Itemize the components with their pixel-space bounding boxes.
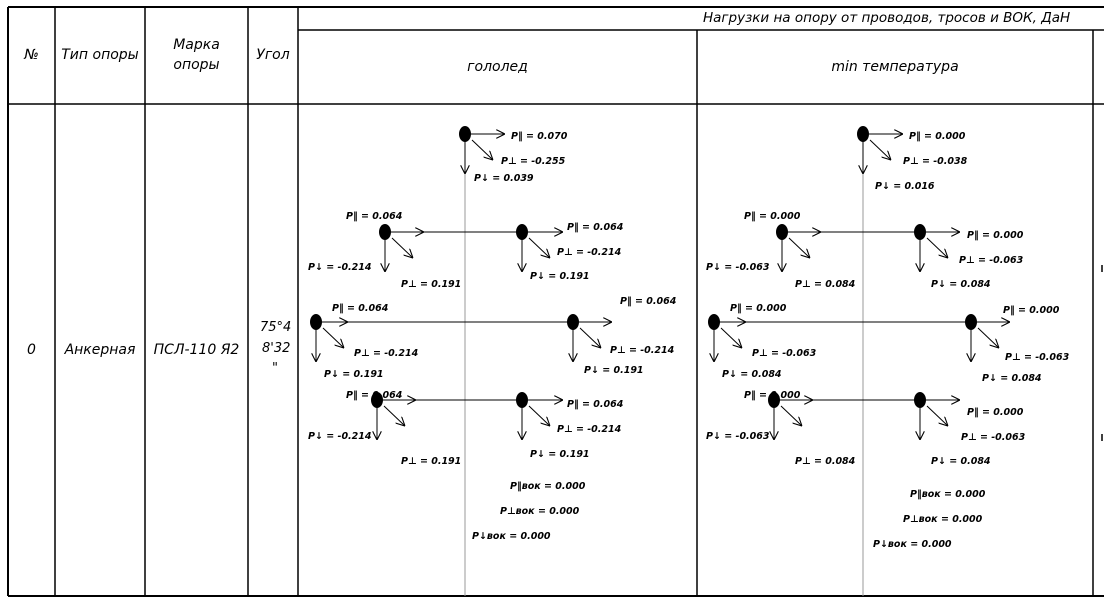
- row-support-mark: ПСЛ-110 Я2: [153, 342, 240, 358]
- glaze-row1-right-perpendicular-load: P⊥ = -0.214: [557, 247, 622, 258]
- glaze-row3-left-vertical-load: P↓ = -0.214: [308, 431, 372, 442]
- header-loads-title: Нагрузки на опору от проводов, тросов и …: [703, 10, 1071, 26]
- row-support-type: Анкерная: [64, 342, 136, 358]
- glaze-row1-right-vertical-load: P↓ = 0.191: [530, 271, 590, 282]
- wire-node: [708, 314, 746, 362]
- glaze-row2-left-parallel-load: P‖ = 0.064: [332, 303, 389, 314]
- temp-vok-perpendicular-load: P⊥вок = 0.000: [903, 514, 983, 525]
- wire-node: [965, 314, 1010, 362]
- temp-row3-left-vertical-load: P↓ = -0.063: [706, 431, 770, 442]
- wire-node: [516, 224, 563, 272]
- temp-row3-right-vertical-load: P↓ = 0.084: [931, 456, 991, 467]
- row-angle-line1: 75°4: [260, 320, 292, 335]
- glaze-top-perpendicular-load: P⊥ = -0.255: [501, 156, 566, 167]
- row-number: 0: [27, 342, 36, 358]
- glaze-top-vertical-load: P↓ = 0.039: [474, 173, 534, 184]
- temp-row3-left-parallel-load: P‖ = 0.000: [744, 390, 801, 401]
- glaze-row2-left-vertical-load: P↓ = 0.191: [324, 369, 384, 380]
- wire-node: [914, 224, 960, 272]
- wire-node: [310, 314, 348, 362]
- temp-row1-right-vertical-load: P↓ = 0.084: [931, 279, 991, 290]
- glaze-row1-left-perpendicular-load: P⊥ = 0.191: [401, 279, 462, 290]
- wire-node: [776, 224, 821, 272]
- temp-row2-right-perpendicular-load: P⊥ = -0.063: [1005, 352, 1070, 363]
- glaze-vok-vertical-load: P↓вок = 0.000: [472, 531, 551, 542]
- temp-row3-right-parallel-load: P‖ = 0.000: [967, 407, 1024, 418]
- header-support-mark-line1: Марка: [173, 37, 220, 53]
- glaze-row3-right-vertical-load: P↓ = 0.191: [530, 449, 590, 460]
- temp-vok-parallel-load: P‖вок = 0.000: [910, 489, 986, 500]
- glaze-row2-right-vertical-load: P↓ = 0.191: [584, 365, 644, 376]
- glaze-vok-perpendicular-load: P⊥вок = 0.000: [500, 506, 580, 517]
- glaze-row3-right-perpendicular-load: P⊥ = -0.214: [557, 424, 622, 435]
- temp-top-parallel-load: P‖ = 0.000: [909, 131, 966, 142]
- temp-row3-right-perpendicular-load: P⊥ = -0.063: [961, 432, 1026, 443]
- glaze-row3-left-parallel-load: P‖ = 0.064: [346, 390, 403, 401]
- glaze-row1-left-vertical-load: P↓ = -0.214: [308, 262, 372, 273]
- temp-vok-vertical-load: P↓вок = 0.000: [873, 539, 952, 550]
- row-angle-line2: 8'32: [262, 341, 291, 356]
- temp-row2-left-parallel-load: P‖ = 0.000: [730, 303, 787, 314]
- glaze-row3-right-parallel-load: P‖ = 0.064: [567, 399, 624, 410]
- glaze-row1-right-parallel-load: P‖ = 0.064: [567, 222, 624, 233]
- temp-row1-right-perpendicular-load: P⊥ = -0.063: [959, 255, 1024, 266]
- header-glaze: гололед: [467, 59, 528, 75]
- temp-top-perpendicular-load: P⊥ = -0.038: [903, 156, 968, 167]
- wire-node: [516, 392, 563, 440]
- header-support-mark-line2: опоры: [173, 57, 220, 73]
- glaze-top-parallel-load: P‖ = 0.070: [511, 131, 568, 142]
- temp-row1-right-parallel-load: P‖ = 0.000: [967, 230, 1024, 241]
- temp-row1-left-parallel-load: P‖ = 0.000: [744, 211, 801, 222]
- wire-node: [768, 392, 813, 440]
- temp-top-vertical-load: P↓ = 0.016: [875, 181, 935, 192]
- header-support-type: Тип опоры: [61, 47, 139, 63]
- header-number: №: [24, 47, 39, 63]
- wire-node: [379, 224, 424, 272]
- glaze-diagram: [310, 126, 612, 596]
- temp-row2-left-perpendicular-load: P⊥ = -0.063: [752, 348, 817, 359]
- wire-node: [567, 314, 612, 362]
- wire-node: [459, 126, 505, 174]
- glaze-vok-parallel-load: P‖вок = 0.000: [510, 481, 586, 492]
- temp-row1-left-vertical-load: P↓ = -0.063: [706, 262, 770, 273]
- header-angle: Угол: [256, 47, 290, 63]
- temp-row2-right-parallel-load: P‖ = 0.000: [1003, 305, 1060, 316]
- glaze-row2-left-perpendicular-load: P⊥ = -0.214: [354, 348, 419, 359]
- glaze-row3-left-perpendicular-load: P⊥ = 0.191: [401, 456, 462, 467]
- temp-row2-right-vertical-load: P↓ = 0.084: [982, 373, 1042, 384]
- temp-row3-left-perpendicular-load: P⊥ = 0.084: [795, 456, 856, 467]
- temp-diagram: [708, 126, 1010, 596]
- glaze-row2-right-parallel-load: P‖ = 0.064: [620, 296, 677, 307]
- wire-node: [914, 392, 960, 440]
- wire-node: [371, 392, 416, 440]
- glaze-row2-right-perpendicular-load: P⊥ = -0.214: [610, 345, 675, 356]
- temp-row1-left-perpendicular-load: P⊥ = 0.084: [795, 279, 856, 290]
- row-angle-line3: ": [272, 361, 278, 376]
- glaze-row1-left-parallel-load: P‖ = 0.064: [346, 211, 403, 222]
- temp-row2-left-vertical-load: P↓ = 0.084: [722, 369, 782, 380]
- header-min-temperature: min температура: [831, 59, 959, 75]
- wire-node: [857, 126, 903, 174]
